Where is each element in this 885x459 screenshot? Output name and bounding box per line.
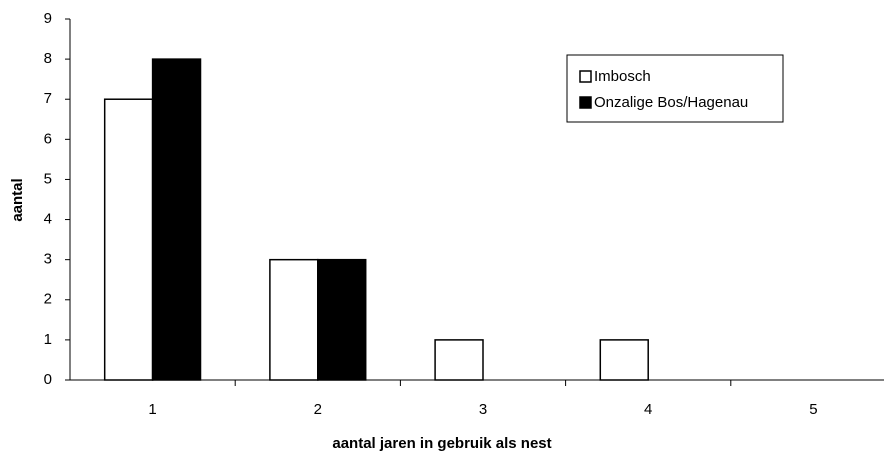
y-tick-label: 1 — [44, 331, 52, 348]
y-tick-label: 8 — [44, 50, 52, 67]
bar — [317, 258, 367, 381]
bar — [599, 339, 649, 381]
legend-label: Imbosch — [594, 68, 651, 85]
x-axis-label: aantal jaren in gebruik als nest — [332, 435, 551, 452]
bar — [434, 339, 484, 381]
y-tick-label: 7 — [44, 90, 52, 107]
x-tick-label: 2 — [314, 401, 322, 418]
x-tick-label: 3 — [479, 401, 487, 418]
y-tick-label: 2 — [44, 291, 52, 308]
bar — [269, 258, 319, 381]
legend-label: Onzalige Bos/Hagenau — [594, 94, 748, 111]
bar — [151, 58, 202, 381]
y-axis-label: aantal — [9, 178, 26, 221]
bar — [103, 98, 154, 381]
legend-box — [566, 54, 784, 123]
y-tick-label: 6 — [44, 130, 52, 147]
y-tick-label: 0 — [44, 371, 52, 388]
x-tick-label: 4 — [644, 401, 652, 418]
y-tick-label: 4 — [44, 211, 52, 228]
x-tick-label: 1 — [148, 401, 156, 418]
y-tick-label: 3 — [44, 251, 52, 268]
y-tick-label: 5 — [44, 170, 52, 187]
x-tick-label: 5 — [809, 401, 817, 418]
legend-swatch — [579, 70, 592, 83]
y-tick-label: 9 — [44, 10, 52, 27]
legend-swatch — [579, 96, 592, 109]
